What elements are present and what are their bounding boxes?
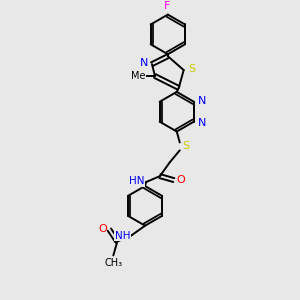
Text: NH: NH [115, 231, 130, 241]
Text: Me: Me [131, 71, 146, 81]
Text: O: O [98, 224, 107, 234]
Text: N: N [198, 96, 206, 106]
Text: S: S [188, 64, 195, 74]
Text: N: N [140, 58, 148, 68]
Text: O: O [176, 175, 185, 185]
Text: HN: HN [129, 176, 145, 186]
Text: S: S [182, 141, 189, 152]
Text: N: N [198, 118, 206, 128]
Text: F: F [164, 1, 170, 11]
Text: CH₃: CH₃ [104, 258, 122, 268]
